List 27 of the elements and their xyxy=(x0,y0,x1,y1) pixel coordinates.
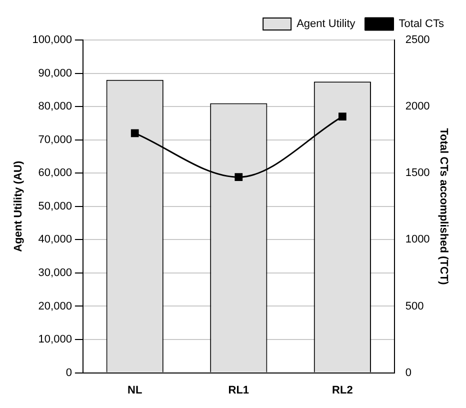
point xyxy=(338,112,346,120)
y-tick-label: 0 xyxy=(66,366,72,379)
point xyxy=(234,173,243,182)
y-tick-label: 70,000 xyxy=(38,134,72,146)
y-tick-label: 40,000 xyxy=(38,234,72,246)
y2-tick-label: 1500 xyxy=(405,167,430,180)
y-tick-label: 50,000 xyxy=(38,200,72,212)
y-axis-title: Agent Utility (AU) xyxy=(12,160,25,252)
point xyxy=(130,129,139,138)
y2-tick-label: 0 xyxy=(405,366,412,379)
y-tick-label: 10,000 xyxy=(38,334,72,346)
y2-tick-label: 2000 xyxy=(405,100,430,113)
y2-tick-label: 1000 xyxy=(405,234,430,246)
y2-tick-label: 2500 xyxy=(405,34,430,46)
y-tick-label: 20,000 xyxy=(38,300,72,312)
y-tick-label: 80,000 xyxy=(38,100,72,113)
y-tick-label: 30,000 xyxy=(38,266,72,279)
y-tick-label: 60,000 xyxy=(38,167,72,180)
y2-tick-label: 500 xyxy=(405,300,424,312)
y-tick-label: 100,000 xyxy=(32,34,72,46)
x-tick-label: RL1 xyxy=(228,384,250,396)
legend-label: Agent Utility xyxy=(296,18,356,30)
y-tick-label: 90,000 xyxy=(38,67,72,80)
y2-axis-title: Total CTs accomplished (TCT) xyxy=(437,128,450,286)
x-tick-label: RL2 xyxy=(332,384,353,396)
x-tick-label: NL xyxy=(128,384,142,396)
legend-label: Total CTs xyxy=(398,18,444,30)
